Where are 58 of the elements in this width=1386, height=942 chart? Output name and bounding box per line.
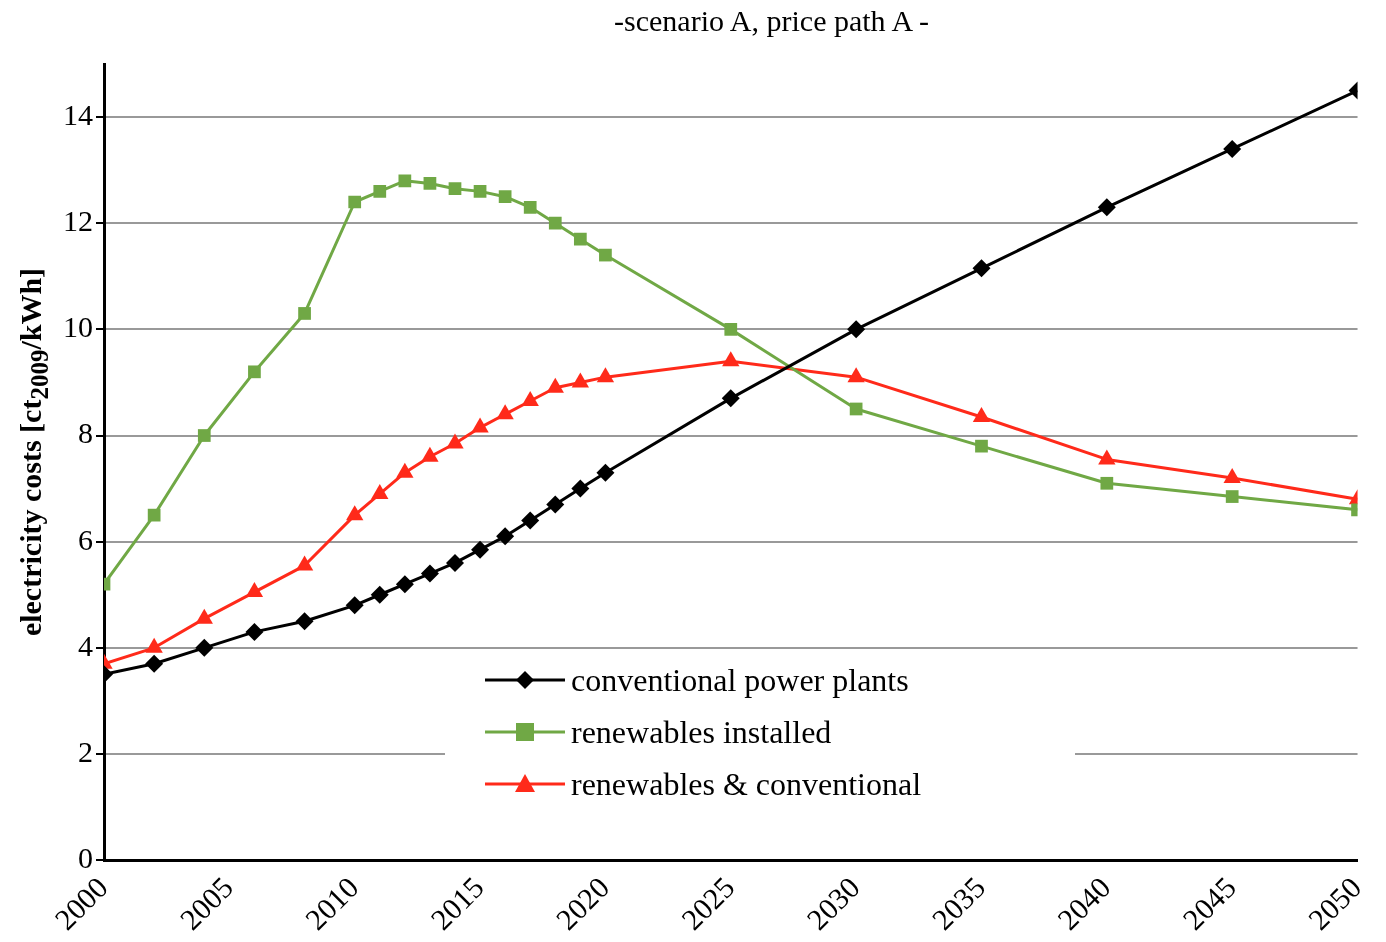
point — [345, 596, 364, 615]
point — [298, 307, 311, 320]
y-tick-label: 14 — [63, 97, 93, 131]
point — [521, 391, 539, 407]
point — [145, 654, 164, 673]
point — [295, 612, 314, 631]
point — [471, 540, 490, 559]
point — [548, 216, 562, 230]
point — [346, 505, 364, 521]
point — [546, 495, 565, 514]
point — [496, 404, 514, 420]
point — [197, 429, 211, 442]
point — [596, 367, 615, 383]
point — [348, 195, 362, 209]
legend-label: conventional power plants — [571, 661, 909, 699]
point — [721, 389, 740, 408]
point — [398, 174, 412, 188]
point — [395, 575, 414, 594]
legend-label: renewables & conventional — [571, 765, 922, 803]
point — [423, 177, 437, 190]
point — [195, 638, 214, 657]
y-tick-label: 2 — [78, 734, 93, 768]
point — [473, 185, 487, 198]
point — [847, 320, 866, 339]
point — [420, 564, 439, 583]
point — [523, 200, 537, 214]
point — [1225, 490, 1239, 503]
point — [448, 182, 462, 196]
point — [599, 248, 612, 262]
y-tick-label: 8 — [78, 416, 93, 450]
point — [571, 479, 590, 498]
point — [248, 365, 261, 379]
point — [498, 190, 512, 204]
point — [724, 323, 738, 336]
y-tick-label: 10 — [63, 310, 93, 344]
point — [1223, 139, 1242, 158]
point — [722, 351, 740, 367]
point — [1100, 476, 1114, 490]
point — [972, 259, 991, 278]
y-tick-label: 0 — [78, 840, 93, 874]
point — [573, 232, 587, 246]
point — [245, 582, 264, 598]
y-tick-label: 12 — [63, 204, 93, 238]
y-tick-label: 6 — [78, 522, 93, 556]
chart-title: -scenario A, price path A - — [613, 4, 930, 38]
point — [445, 553, 464, 572]
point — [596, 463, 615, 482]
point — [496, 527, 515, 546]
y-tick-label: 4 — [78, 628, 93, 662]
point — [1097, 198, 1116, 217]
point — [147, 508, 161, 522]
legend-label: renewables installed — [571, 713, 832, 751]
point — [370, 585, 389, 604]
point — [373, 185, 387, 198]
point — [245, 622, 264, 641]
point — [521, 511, 540, 530]
point — [847, 367, 865, 383]
point — [975, 439, 988, 453]
